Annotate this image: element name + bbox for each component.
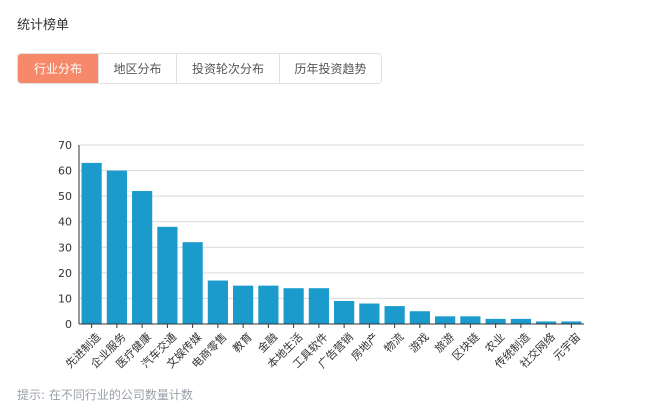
bar-2 <box>106 170 127 324</box>
bar-4 <box>157 226 178 324</box>
industry-bar-chart: 010203040506070先进制造企业服务医疗健康汽车交通文娱传媒电商零售教… <box>58 139 584 371</box>
bar-6 <box>207 280 228 324</box>
bar-3 <box>132 191 153 324</box>
bar-12 <box>359 303 380 324</box>
x-category-label: 教育 <box>229 330 254 355</box>
x-category-label: 物流 <box>381 330 406 355</box>
bar-5 <box>182 242 203 324</box>
y-tick-label: 10 <box>58 292 72 305</box>
chart-hint: 提示: 在不同行业的公司数量计数 <box>17 388 193 402</box>
bar-20 <box>561 321 582 324</box>
y-tick-label: 20 <box>58 267 72 280</box>
y-tick-label: 60 <box>58 165 72 178</box>
tab-yearly-investment-trend[interactable]: 历年投资趋势 <box>279 54 381 83</box>
y-tick-label: 50 <box>58 190 72 203</box>
page-title: 统计榜单 <box>17 18 70 33</box>
tab-bar: 行业分布 地区分布 投资轮次分布 历年投资趋势 <box>17 53 382 84</box>
x-category-label: 元宇宙 <box>550 330 583 363</box>
tab-industry-distribution[interactable]: 行业分布 <box>18 54 98 83</box>
bar-19 <box>536 321 557 324</box>
x-category-label: 区块链 <box>449 330 482 363</box>
y-tick-label: 40 <box>58 216 72 229</box>
x-category-label: 游戏 <box>407 331 432 356</box>
bar-1 <box>81 162 102 324</box>
bar-11 <box>334 300 355 324</box>
y-tick-label: 0 <box>65 318 72 331</box>
bar-13 <box>384 306 405 324</box>
bar-17 <box>485 318 506 324</box>
bar-9 <box>283 288 304 324</box>
x-category-label: 房地产 <box>348 330 381 363</box>
tab-region-distribution[interactable]: 地区分布 <box>98 54 176 83</box>
bar-7 <box>233 285 254 324</box>
bar-15 <box>435 316 456 324</box>
y-tick-label: 30 <box>58 241 72 254</box>
y-tick-label: 70 <box>58 139 72 152</box>
bar-16 <box>460 316 481 324</box>
bar-14 <box>409 311 430 324</box>
bar-18 <box>510 318 531 324</box>
bar-10 <box>308 288 329 324</box>
bar-8 <box>258 285 279 324</box>
tab-investment-round-distribution[interactable]: 投资轮次分布 <box>176 54 279 83</box>
